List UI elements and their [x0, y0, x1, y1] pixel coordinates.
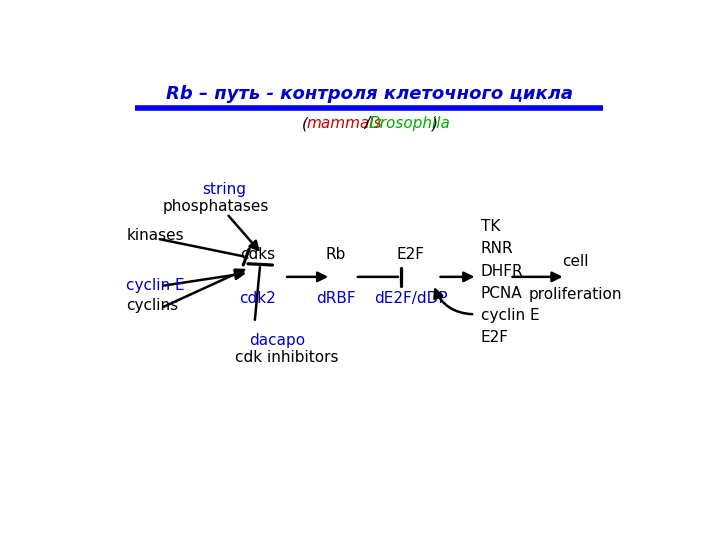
Text: (: ( — [302, 116, 307, 131]
Text: Rb: Rb — [325, 247, 346, 262]
Text: RNR: RNR — [481, 241, 513, 256]
Text: ): ) — [432, 116, 438, 131]
Text: dacapo: dacapo — [249, 333, 305, 348]
FancyArrowPatch shape — [434, 289, 472, 314]
Text: dRBF: dRBF — [315, 292, 356, 306]
Text: cyclins: cyclins — [126, 299, 179, 313]
Text: string: string — [202, 182, 246, 197]
Text: cdk inhibitors: cdk inhibitors — [235, 350, 338, 366]
Text: PCNA: PCNA — [481, 286, 522, 301]
Text: phosphatases: phosphatases — [163, 199, 269, 214]
Text: E2F: E2F — [397, 247, 425, 262]
Text: proliferation: proliferation — [528, 287, 622, 302]
Text: cdk2: cdk2 — [239, 292, 276, 306]
Text: cdks: cdks — [240, 247, 275, 262]
Text: cyclin E: cyclin E — [481, 308, 539, 322]
Text: E2F: E2F — [481, 329, 508, 345]
Text: cyclin E: cyclin E — [126, 278, 185, 293]
Text: cell: cell — [562, 254, 589, 269]
Text: DHFR: DHFR — [481, 264, 523, 279]
Text: TK: TK — [481, 219, 500, 234]
Text: kinases: kinases — [126, 228, 184, 243]
Text: dE2F/dDP: dE2F/dDP — [374, 292, 448, 306]
Text: Rb – путь - контроля клеточного цикла: Rb – путь - контроля клеточного цикла — [166, 85, 572, 103]
Text: mammals: mammals — [306, 116, 382, 131]
Text: Drosophila: Drosophila — [369, 116, 451, 131]
Text: /: / — [364, 116, 369, 131]
